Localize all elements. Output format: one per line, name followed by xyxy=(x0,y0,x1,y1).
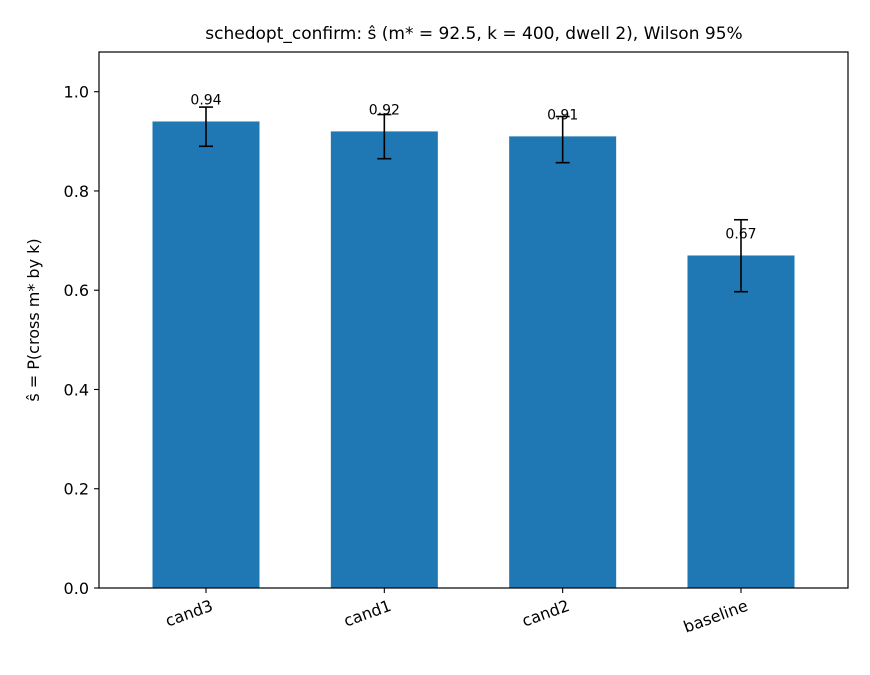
y-axis-label: ŝ = P(cross m* by k) xyxy=(24,238,43,401)
chart-title: schedopt_confirm: ŝ (m* = 92.5, k = 400,… xyxy=(205,24,742,44)
data-label-cand1: 0.92 xyxy=(369,102,400,118)
y-tick-label: 0.2 xyxy=(64,480,89,499)
y-tick-label: 0.8 xyxy=(64,182,89,201)
bar-cand1 xyxy=(330,131,438,588)
y-tick-label: 1.0 xyxy=(64,83,89,102)
axes-frame xyxy=(98,51,849,589)
data-label-cand2: 0.91 xyxy=(547,107,578,123)
bar-cand2 xyxy=(509,136,617,589)
plot-area: 0.94 0.92 0.91 0.67 0.0 0.2 0.4 0.6 0.8 1.0 cand3 c… xyxy=(64,51,849,637)
y-tick-label: 0.0 xyxy=(64,579,89,598)
x-tick-label-cand3: cand3 xyxy=(163,596,216,631)
data-label-cand3: 0.94 xyxy=(190,92,221,108)
data-label-baseline: 0.67 xyxy=(725,226,756,242)
x-tick-label-cand2: cand2 xyxy=(519,596,572,631)
x-tick-label-cand1: cand1 xyxy=(341,596,394,631)
y-tick-label: 0.4 xyxy=(64,380,89,399)
bar-cand3 xyxy=(152,121,260,589)
y-tick-label: 0.6 xyxy=(64,281,89,300)
x-tick-label-baseline: baseline xyxy=(681,596,750,637)
bar-baseline xyxy=(687,255,795,588)
